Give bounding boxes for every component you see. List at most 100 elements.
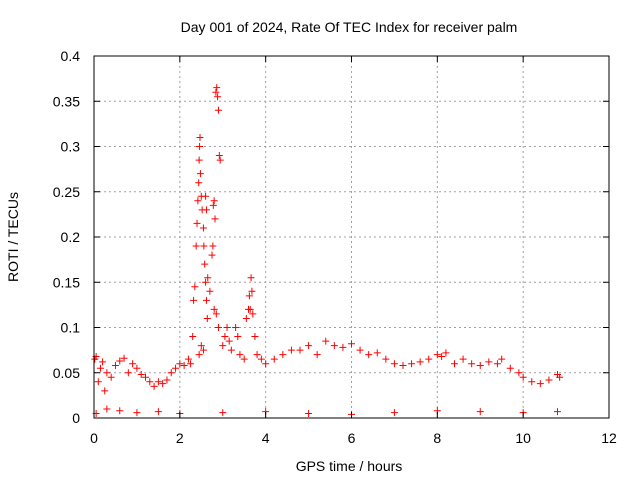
data-point: [468, 360, 476, 368]
data-point: [399, 362, 407, 370]
data-point: [184, 355, 192, 363]
data-point: [287, 346, 295, 354]
data-point: [433, 351, 441, 359]
data-point: [192, 242, 200, 250]
data-point: [225, 337, 233, 345]
data-point: [270, 355, 278, 363]
data-point: [322, 337, 330, 345]
data-point: [214, 324, 222, 331]
data-point: [116, 407, 124, 415]
data-point: [236, 351, 244, 359]
x-tick-label: 8: [433, 430, 441, 446]
data-point: [476, 408, 484, 416]
x-tick-label: 0: [90, 430, 98, 446]
data-point: [212, 88, 220, 96]
data-point: [187, 360, 195, 368]
data-point: [214, 106, 222, 114]
x-tick-label: 2: [176, 430, 184, 446]
data-point: [202, 192, 210, 200]
data-point: [202, 206, 210, 214]
data-point: [485, 358, 493, 366]
x-tick-label: 6: [348, 430, 356, 446]
y-tick-label: 0.2: [61, 229, 81, 245]
data-point: [515, 369, 523, 377]
data-point: [506, 364, 514, 372]
data-point: [498, 355, 506, 363]
data-point: [103, 405, 111, 413]
data-point: [202, 278, 210, 286]
data-point: [137, 371, 145, 379]
data-point: [129, 360, 137, 368]
data-point: [193, 219, 201, 227]
data-point: [330, 342, 338, 350]
data-point: [214, 93, 222, 101]
y-tick-label: 0.35: [53, 93, 80, 109]
data-point: [133, 409, 141, 417]
data-point: [219, 342, 227, 350]
data-point: [232, 324, 240, 331]
data-point: [221, 333, 229, 341]
data-point: [111, 362, 119, 370]
data-point: [101, 387, 109, 395]
data-point: [206, 287, 214, 295]
x-tick-label: 10: [515, 430, 531, 446]
data-point: [163, 376, 171, 384]
data-point: [196, 170, 204, 178]
data-point: [196, 143, 204, 150]
data-point: [195, 351, 203, 359]
data-point: [96, 364, 104, 372]
data-point: [251, 333, 259, 341]
data-point: [227, 346, 235, 354]
data-point: [215, 152, 223, 160]
data-point: [234, 333, 242, 341]
data-point: [201, 260, 209, 268]
y-tick-label: 0.3: [61, 139, 81, 155]
data-point: [202, 296, 210, 304]
data-point: [245, 292, 253, 300]
data-point: [416, 358, 424, 366]
y-axis-title: ROTI / TECUs: [5, 192, 21, 282]
data-point: [390, 360, 398, 368]
data-point: [257, 355, 265, 363]
data-point: [348, 340, 355, 348]
data-point: [493, 360, 501, 368]
data-point: [99, 358, 107, 366]
data-point: [242, 314, 250, 322]
data-point: [194, 197, 202, 205]
data-point: [212, 310, 220, 318]
data-point: [124, 369, 132, 377]
data-point: [249, 310, 257, 318]
data-point: [203, 314, 211, 322]
data-point: [172, 364, 180, 372]
data-point: [476, 362, 484, 370]
data-point: [390, 409, 398, 417]
data-point: [195, 179, 203, 187]
data-point: [196, 133, 204, 141]
data-point: [209, 201, 217, 209]
chart-title: Day 001 of 2024, Rate Of TEC Index for r…: [181, 19, 518, 35]
data-point: [356, 346, 364, 354]
y-tick-label: 0.4: [61, 48, 81, 64]
points-layer: [91, 84, 564, 418]
data-point: [425, 355, 433, 363]
data-point: [176, 360, 184, 368]
y-tick-label: 0: [72, 410, 80, 426]
data-point: [216, 156, 224, 164]
data-point: [107, 373, 115, 381]
data-point: [313, 351, 321, 359]
data-point: [296, 346, 304, 354]
data-point: [210, 197, 218, 205]
data-point: [519, 373, 527, 381]
data-point: [223, 324, 231, 331]
x-tick-label: 4: [262, 430, 270, 446]
data-point: [247, 274, 255, 282]
data-point: [382, 355, 390, 363]
data-point: [219, 409, 227, 417]
data-point: [154, 378, 162, 386]
data-point: [210, 305, 218, 313]
data-point: [459, 355, 467, 363]
data-point: [94, 378, 102, 386]
data-point: [451, 360, 458, 368]
data-point: [197, 342, 205, 350]
y-tick-label: 0.15: [53, 274, 80, 290]
